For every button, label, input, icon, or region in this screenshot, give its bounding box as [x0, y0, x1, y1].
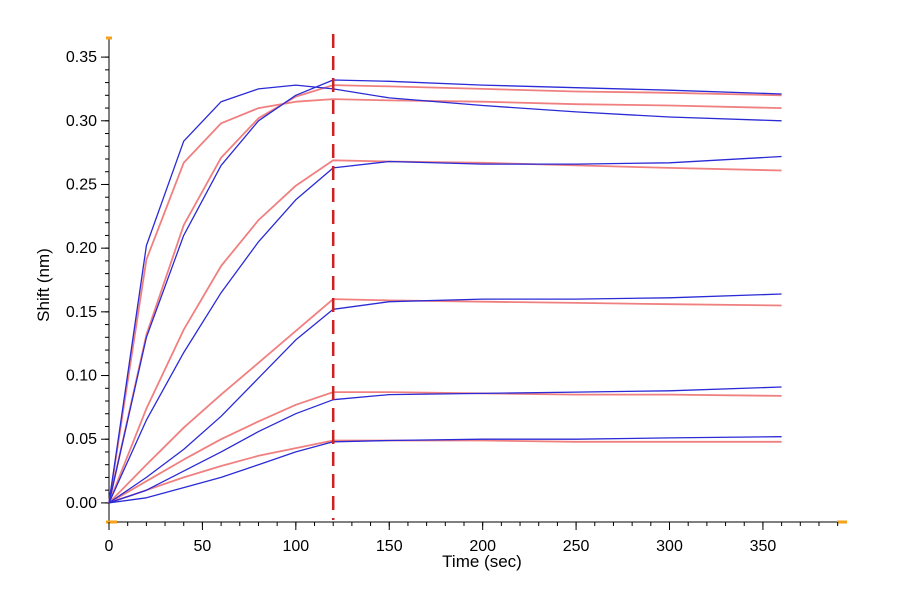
x-tick-label: 50 [194, 538, 212, 555]
measured-traces [108, 79, 782, 504]
tick-labels: 0.00 0.05 0.10 0.15 0.20 0.25 0.30 0.35 0 50 100 15… [66, 49, 777, 555]
measured-trace-4 [108, 293, 782, 504]
x-tick-label: 100 [282, 538, 309, 555]
y-tick-label: 0.35 [66, 49, 97, 66]
fit-curve-1 [108, 98, 782, 504]
measured-trace-2 [108, 79, 782, 504]
fit-curve-4 [108, 298, 782, 504]
x-tick-label: 300 [656, 538, 683, 555]
y-tick-label: 0.00 [66, 495, 97, 512]
y-tick-label: 0.05 [66, 431, 97, 448]
x-tick-label: 200 [469, 538, 496, 555]
x-axis-title: Time (sec) [442, 552, 522, 571]
measured-trace-3 [108, 155, 782, 504]
x-tick-label: 350 [750, 538, 777, 555]
y-tick-label: 0.15 [66, 304, 97, 321]
x-tick-label: 250 [563, 538, 590, 555]
fit-curve-6 [108, 439, 782, 504]
x-tick-label: 150 [376, 538, 403, 555]
fit-curves [108, 84, 782, 504]
x-tick-label: 0 [105, 538, 114, 555]
measured-trace-5 [108, 386, 782, 504]
measured-trace-6 [108, 436, 782, 504]
fit-curve-5 [108, 391, 782, 504]
axes [101, 36, 847, 530]
y-tick-label: 0.10 [66, 368, 97, 385]
y-tick-label: 0.20 [66, 240, 97, 257]
fit-curve-3 [108, 159, 782, 504]
y-tick-label: 0.25 [66, 176, 97, 193]
y-tick-label: 0.30 [66, 113, 97, 130]
y-axis-title: Shift (nm) [34, 248, 53, 322]
fit-curve-2 [108, 84, 782, 504]
